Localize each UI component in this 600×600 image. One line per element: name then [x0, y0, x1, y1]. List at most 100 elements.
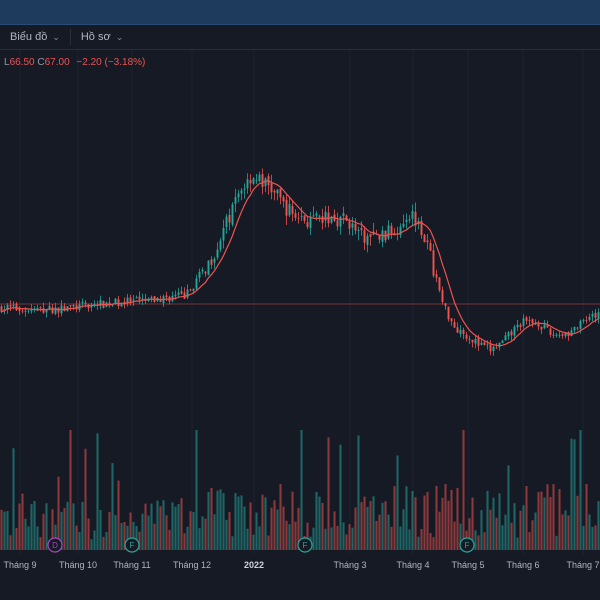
- candle-body: [522, 318, 525, 326]
- volume-bar: [81, 501, 84, 550]
- candle-body: [87, 304, 90, 309]
- candle-body: [576, 327, 579, 329]
- candle-body: [594, 312, 597, 318]
- volume-bar: [96, 433, 99, 550]
- volume-bar: [558, 489, 561, 550]
- candle-body: [513, 326, 516, 336]
- volume-bar: [408, 529, 411, 550]
- volume-bar: [147, 515, 150, 550]
- candle-body: [264, 178, 267, 187]
- candle-body: [213, 258, 216, 263]
- candle-body: [18, 309, 21, 311]
- chart-toolbar: Biểu đồ ⌄ Hồ sơ ⌄: [0, 25, 600, 50]
- volume-bar: [219, 489, 222, 550]
- candle-body: [69, 305, 72, 307]
- candle-body: [231, 204, 234, 225]
- volume-bar: [237, 496, 240, 550]
- volume-bar: [588, 514, 591, 550]
- candle-body: [75, 305, 78, 310]
- candle-body: [180, 291, 183, 294]
- time-axis: Tháng 9 Tháng 10 Tháng 11 Tháng 12 2022 Tháng…: [3, 560, 599, 570]
- candle-body: [570, 330, 573, 337]
- candle-body: [432, 250, 435, 276]
- volume-bar: [453, 521, 456, 550]
- candle-body: [444, 303, 447, 306]
- candle-body: [315, 213, 318, 216]
- volume-bar: [225, 519, 228, 550]
- volume-bar: [534, 512, 537, 550]
- candle-body: [12, 304, 15, 307]
- time-axis-label: Tháng 10: [59, 560, 97, 570]
- volume-bar: [324, 528, 327, 550]
- candle-body: [210, 259, 213, 265]
- candle-body: [573, 326, 576, 331]
- volume-bar: [531, 520, 534, 550]
- candle-body: [534, 322, 537, 325]
- candle-body: [192, 288, 195, 291]
- candle-body: [597, 312, 600, 319]
- candle-body: [405, 219, 408, 222]
- candle-body: [45, 309, 48, 313]
- candle-body: [357, 230, 360, 232]
- candle-body: [435, 274, 438, 278]
- volume-bar: [366, 506, 369, 550]
- volume-bar: [378, 514, 381, 550]
- candle-body: [384, 230, 387, 241]
- svg-text:F: F: [303, 541, 308, 550]
- candle-body: [261, 174, 264, 187]
- candle-body: [117, 299, 120, 307]
- volume-bar: [63, 508, 66, 550]
- volume-bar: [276, 509, 279, 550]
- volume-bar: [84, 448, 87, 550]
- volume-bar: [435, 485, 438, 550]
- volume-bar: [171, 502, 174, 550]
- volume-bar: [522, 505, 525, 550]
- event-marker[interactable]: F: [459, 537, 475, 553]
- candle-body: [339, 216, 342, 227]
- volume-bars: [0, 430, 600, 550]
- volume-bar: [474, 530, 477, 550]
- candle-body: [591, 313, 594, 317]
- candle-body: [363, 230, 366, 243]
- volume-bar: [330, 527, 333, 550]
- chevron-down-icon: ⌄: [115, 31, 124, 42]
- volume-bar: [78, 532, 81, 550]
- close-value: 67.00: [44, 57, 70, 68]
- price-chart[interactable]: D F F F Tháng 9 Tháng 10 Tháng 11 Tháng 12 2022…: [0, 50, 600, 600]
- candle-body: [0, 306, 3, 312]
- candle-body: [42, 308, 45, 313]
- candle-body: [81, 301, 84, 304]
- event-marker[interactable]: F: [124, 537, 140, 553]
- volume-bar: [51, 509, 54, 550]
- volume-bar: [372, 496, 375, 550]
- top-header-bar: [0, 0, 600, 25]
- candle-body: [381, 230, 384, 242]
- volume-bar: [129, 512, 132, 550]
- volume-bar: [582, 525, 585, 550]
- volume-bar: [369, 501, 372, 550]
- profile-dropdown-button[interactable]: Hồ sơ ⌄: [71, 25, 133, 49]
- candle-body: [366, 235, 369, 245]
- volume-bar: [501, 525, 504, 550]
- volume-bar: [312, 527, 315, 550]
- volume-bar: [555, 535, 558, 550]
- chart-dropdown-button[interactable]: Biểu đồ ⌄: [0, 25, 70, 49]
- event-marker[interactable]: D: [47, 537, 63, 553]
- candle-body: [228, 214, 231, 223]
- candle-body: [159, 298, 162, 303]
- candle-body: [426, 240, 429, 243]
- event-marker[interactable]: F: [297, 537, 313, 553]
- volume-bar: [33, 500, 36, 550]
- volume-bar: [159, 506, 162, 550]
- candle-body: [420, 220, 423, 236]
- volume-bar: [414, 497, 417, 550]
- candle-body: [453, 322, 456, 328]
- candle-body: [450, 318, 453, 322]
- volume-bar: [270, 507, 273, 550]
- volume-bar: [243, 506, 246, 550]
- volume-bar: [384, 501, 387, 550]
- volume-bar: [591, 526, 594, 550]
- volume-bar: [255, 512, 258, 550]
- volume-bar: [594, 525, 597, 550]
- volume-bar: [510, 522, 513, 550]
